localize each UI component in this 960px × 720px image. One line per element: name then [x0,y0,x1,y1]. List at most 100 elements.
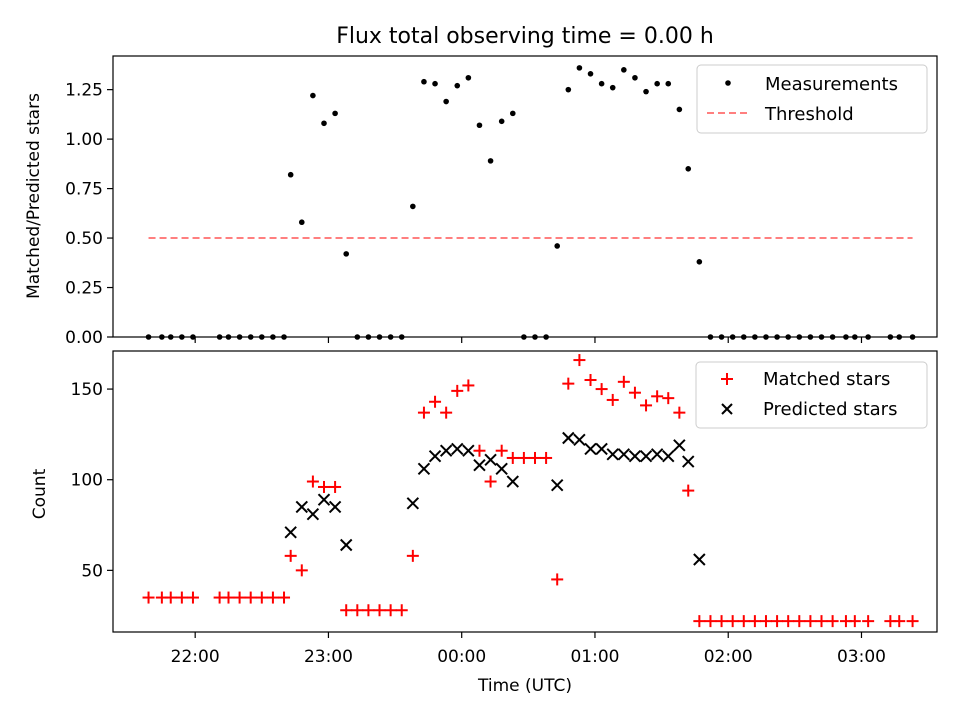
bottom-y-tick-label: 150 [71,380,103,400]
matched-stars-point [244,591,257,604]
x-tick-label: 01:00 [570,647,619,667]
matched-stars-point [222,591,235,604]
predicted-stars-point [406,497,420,510]
matched-stars-point [373,604,386,617]
matched-stars-point [804,615,817,628]
matched-stars-point [584,374,597,387]
matched-stars-point [628,386,641,399]
measurements-point [498,118,505,125]
matched-stars-point [362,604,375,617]
measurements-point [676,106,683,113]
predicted-stars-point [573,433,586,447]
matched-stars-point [737,615,750,628]
measurements-point [443,98,449,105]
top-legend: Measurements Threshold [696,64,928,134]
top-y-tick-label: 0.75 [65,180,103,200]
measurements-point [632,74,638,81]
predicted-stars-point [595,442,608,456]
bottom-panel: Count 50 100 150 22:00 23:00 00:00 01:00 02:00… [30,350,938,696]
top-x-ticks [194,337,863,343]
matched-stars-point [317,480,330,493]
measurements-point [310,92,316,99]
bottom-legend: Matched stars Predicted stars [695,361,928,429]
matched-stars-point [562,377,575,390]
matched-stars-point [528,451,541,464]
measurements-point [565,86,572,93]
matched-stars-point [748,615,761,628]
matched-stars-point [164,591,177,604]
x-axis-label: Time (UTC) [477,676,572,696]
matched-stars-point [451,384,464,397]
measurements-point [343,251,350,257]
x-tick-label: 02:00 [704,647,753,667]
matched-stars-point [595,383,608,396]
predicted-stars-point [506,475,519,488]
legend-label-threshold: Threshold [764,104,854,125]
bottom-y-axis-label: Count [30,468,50,519]
bottom-x-ticks: 22:00 23:00 00:00 01:00 02:00 03:00 [171,632,886,667]
bottom-plot-area [142,354,919,628]
matched-stars-point [815,615,828,628]
matched-stars-point [484,475,497,488]
bottom-y-tick-label: 50 [81,561,103,581]
matched-stars-point [384,604,397,617]
predicted-stars-point [484,453,497,466]
measurements-point [665,80,672,87]
predicted-stars-point [417,462,431,476]
matched-stars-point [715,615,728,628]
legend-marker-measurements [725,80,731,86]
matched-stars-point [495,444,508,457]
predicted-stars-point [462,444,475,457]
measurements-point [598,80,605,87]
measurements-point [298,219,305,226]
matched-stars-point [782,615,795,628]
predicted-stars-point [693,553,706,566]
measurements-point [432,80,438,87]
matched-stars-point [771,615,784,628]
predicted-stars-point [428,449,442,463]
top-y-tick-label: 1.00 [65,130,103,150]
top-plot-area [145,65,916,340]
predicted-stars-point [584,442,597,456]
matched-stars-point [540,451,553,464]
measurements-point [487,158,494,164]
matched-stars-point [573,354,586,367]
top-y-tick-label: 0.00 [65,328,103,348]
measurements-point [465,74,472,81]
measurements-point [332,110,338,117]
measurements-point [685,165,692,172]
top-y-axis-label: Matched/Predicted stars [24,93,44,299]
predicted-stars-point [306,507,320,521]
matched-stars-point [704,615,717,628]
predicted-stars-point [439,444,453,457]
top-y-ticks: 0.00 0.25 0.50 0.75 1.00 1.25 [65,81,113,348]
matched-stars-point [506,451,519,464]
matched-stars-point [906,615,919,628]
matched-stars-point [417,406,430,419]
legend-label-matched-stars: Matched stars [763,369,890,390]
matched-stars-point [462,379,475,392]
matched-stars-point [295,564,308,577]
matched-stars-point [759,615,772,628]
predicted-stars-point [295,500,308,514]
x-tick-label: 00:00 [437,647,486,667]
matched-stars-point [693,615,706,628]
x-tick-label: 22:00 [171,647,220,667]
measurements-point [696,259,703,265]
matched-stars-point [233,591,246,604]
predicted-stars-point [562,431,575,445]
matched-stars-point [662,392,675,405]
matched-stars-point [440,406,453,419]
matched-stars-point [726,615,739,628]
measurements-point [621,67,627,73]
matched-stars-point [640,399,653,412]
top-y-tick-label: 1.25 [65,81,103,101]
predicted-stars-point [673,439,686,452]
predicted-stars-point [340,538,353,552]
predicted-stars-point [284,526,297,539]
matched-stars-point [606,393,619,406]
top-y-tick-label: 0.25 [65,279,103,299]
matched-stars-point [284,549,297,562]
matched-stars-point [306,475,319,488]
